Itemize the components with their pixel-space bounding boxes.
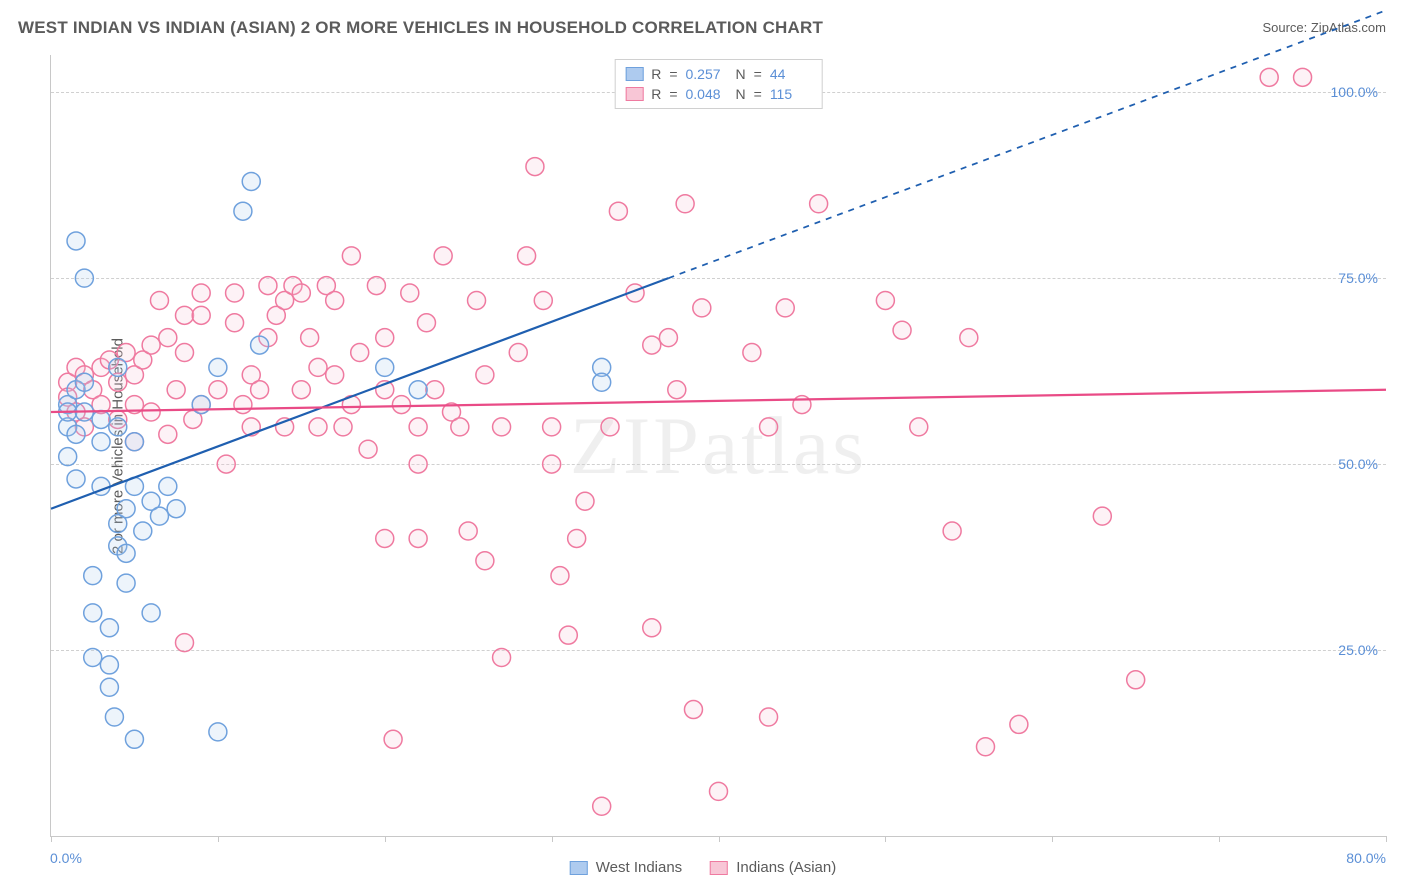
scatter-plot-svg [51, 55, 1386, 836]
source-name: ZipAtlas.com [1311, 20, 1386, 35]
y-tick-label: 25.0% [1338, 642, 1378, 658]
legend-series: West Indians Indians (Asian) [570, 859, 837, 876]
legend-label-1: Indians (Asian) [736, 859, 836, 876]
legend-label-0: West Indians [596, 859, 682, 876]
y-tick-label: 100.0% [1331, 84, 1378, 100]
x-label-max: 80.0% [1346, 850, 1386, 866]
y-tick-label: 50.0% [1338, 456, 1378, 472]
chart-title: WEST INDIAN VS INDIAN (ASIAN) 2 OR MORE … [18, 18, 823, 38]
chart-plot-area: ZIPatlas R = 0.257 N = 44 R = 0.048 N = … [50, 55, 1386, 837]
legend-swatch-pink-icon [710, 861, 728, 875]
legend-item-indians-asian: Indians (Asian) [710, 859, 836, 876]
y-tick-label: 75.0% [1338, 270, 1378, 286]
legend-swatch-blue-icon [570, 861, 588, 875]
legend-item-west-indians: West Indians [570, 859, 682, 876]
source-prefix: Source: [1262, 20, 1310, 35]
x-label-min: 0.0% [50, 850, 82, 866]
